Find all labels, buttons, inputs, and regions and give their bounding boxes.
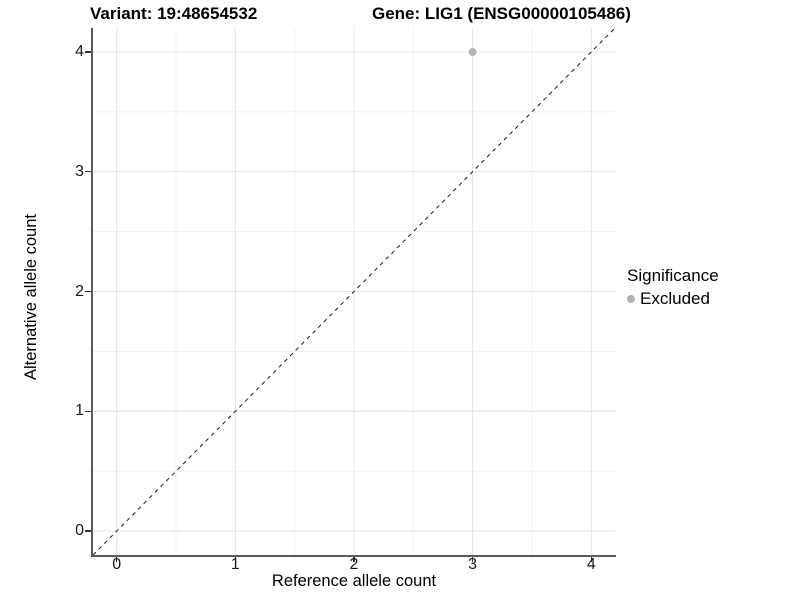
legend-title: Significance [627,266,719,285]
y-tick-label: 3 [75,162,84,180]
x-tick-mark [590,557,593,562]
plot-title-variant: Variant: 19:48654532 [90,4,258,23]
x-tick-label: 1 [230,556,240,573]
y-tick-mark [85,290,91,293]
y-tick-mark [85,530,91,532]
y-tick-mark [85,170,91,173]
x-tick-label: 2 [349,556,359,573]
x-tick-mark [353,557,355,562]
x-axis-title: Reference allele count [271,572,437,590]
plot-panel [92,27,616,556]
y-tick-label: 1 [75,402,84,420]
legend-item-excluded: Excluded [627,289,719,309]
x-tick-mark [234,557,237,562]
x-tick-label: 4 [586,556,596,573]
x-tick-label: 3 [468,556,478,573]
plot-panel-svg [92,27,616,556]
identity-reference-line [92,27,616,556]
x-tick-label: 0 [112,556,122,573]
y-tick-label: 4 [75,42,84,60]
plot-title-gene: Gene: LIG1 (ENSG00000105486) [372,4,631,23]
y-axis-title: Alternative allele count [22,214,40,381]
y-tick-label: 2 [75,282,84,300]
x-tick-mark [471,557,474,562]
y-tick-mark [85,51,91,53]
x-axis-line [91,555,616,557]
y-tick-mark [85,410,91,413]
legend-point-icon [627,295,635,303]
data-point [468,47,477,56]
legend-item-label: Excluded [640,289,710,308]
y-axis-line [91,28,93,557]
x-tick-mark [115,557,118,562]
legend: Significance Excluded [627,266,719,309]
y-tick-label: 0 [75,522,84,540]
